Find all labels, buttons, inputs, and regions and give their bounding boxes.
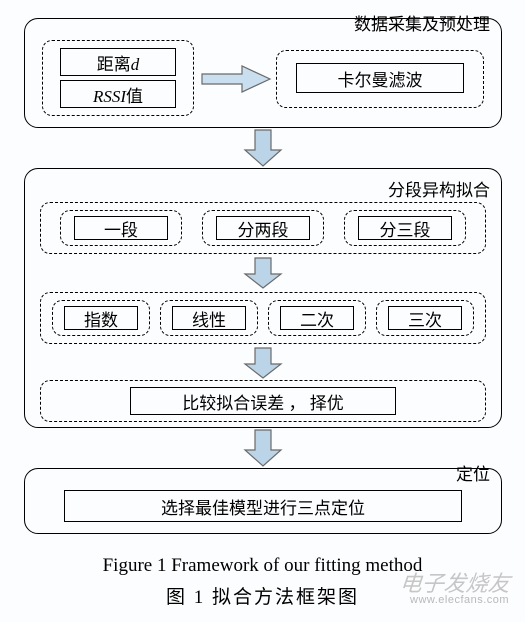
- m1: 指数: [64, 306, 138, 330]
- box-kalman-text: 卡尔曼滤波: [338, 66, 423, 91]
- seg2-text: 分两段: [238, 216, 289, 241]
- seg1-text: 一段: [104, 216, 138, 241]
- box-kalman: 卡尔曼滤波: [296, 63, 464, 93]
- arrow-segments-to-models: [243, 256, 283, 290]
- arrow-models-to-compare: [243, 346, 283, 380]
- box-rssi: RSSI值: [60, 80, 176, 108]
- arrow-b1-b2: [243, 128, 283, 168]
- locate-text: 选择最佳模型进行三点定位: [161, 494, 365, 519]
- watermark-url: www.elecfans.com: [410, 594, 509, 606]
- compare-text: 比较拟合误差 ， 择优: [182, 389, 344, 414]
- m4: 三次: [388, 306, 462, 330]
- arrow-input-to-kalman: [198, 62, 274, 96]
- arrow-b2-b3: [243, 428, 283, 468]
- seg3: 分三段: [358, 216, 452, 240]
- m4-text: 三次: [408, 306, 442, 331]
- compare-box: 比较拟合误差 ， 择优: [130, 387, 396, 415]
- m2: 线性: [172, 306, 246, 330]
- box-distance-text: 距离d: [97, 50, 140, 75]
- box-rssi-text: RSSI值: [93, 82, 143, 107]
- block-locate-label: 定位: [430, 460, 490, 485]
- m3: 二次: [280, 306, 354, 330]
- box-distance: 距离d: [60, 48, 176, 76]
- diagram-canvas: 数据采集及预处理 距离d RSSI值 卡尔曼滤波 分段异构拟合 一段 分两段 分…: [0, 0, 525, 622]
- m3-text: 二次: [300, 306, 334, 331]
- seg2: 分两段: [216, 216, 310, 240]
- seg3-text: 分三段: [380, 216, 431, 241]
- block-fitting-label: 分段异构拟合: [330, 176, 490, 201]
- m1-text: 指数: [84, 306, 118, 331]
- block-preprocess-label: 数据采集及预处理: [300, 10, 490, 35]
- seg1: 一段: [74, 216, 168, 240]
- locate-box: 选择最佳模型进行三点定位: [64, 490, 462, 522]
- m2-text: 线性: [192, 306, 226, 331]
